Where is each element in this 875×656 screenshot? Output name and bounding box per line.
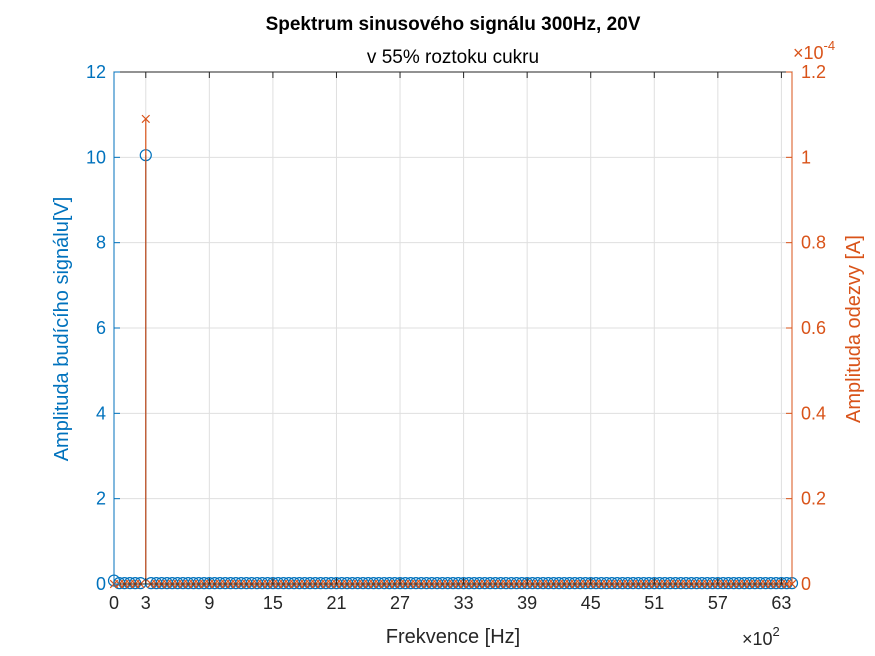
left-y-tick-label: 6 — [96, 318, 106, 338]
chart-subtitle: v 55% roztoku cukru — [367, 47, 539, 68]
right-y-tick-label: 1 — [801, 147, 811, 167]
x-tick-label: 63 — [771, 593, 791, 613]
x-axis-exponent: ×102 — [742, 624, 780, 649]
right-y-tick-label: 0.4 — [801, 403, 826, 423]
x-tick-label: 21 — [326, 593, 346, 613]
left-y-tick-label: 4 — [96, 403, 106, 423]
grid-lines — [114, 72, 792, 584]
x-axis-label: Frekvence [Hz] — [386, 626, 520, 648]
right-y-axis-exponent: ×10-4 — [793, 38, 835, 63]
chart-title: Spektrum sinusového signálu 300Hz, 20V — [266, 14, 641, 35]
left-y-tick-label: 12 — [86, 62, 106, 82]
x-tick-label: 45 — [581, 593, 601, 613]
x-tick-label: 3 — [141, 593, 151, 613]
x-tick-label: 33 — [454, 593, 474, 613]
x-tick-label: 51 — [644, 593, 664, 613]
x-tick-label: 57 — [708, 593, 728, 613]
left-y-tick-label: 0 — [96, 574, 106, 594]
x-tick-label: 39 — [517, 593, 537, 613]
x-tick-label: 9 — [204, 593, 214, 613]
left-y-axis-label: Amplituda budícího signálu[V] — [51, 197, 73, 462]
left-y-axis-ticks: 0 2 4 6 8 10 12 — [86, 62, 120, 594]
right-y-axis-label: Amplituda odezvy [A] — [843, 235, 865, 423]
left-y-tick-label: 2 — [96, 489, 106, 509]
right-y-tick-label: 0 — [801, 574, 811, 594]
right-y-tick-label: 1.2 — [801, 62, 826, 82]
x-tick-label: 0 — [109, 593, 119, 613]
x-tick-label: 15 — [263, 593, 283, 613]
x-axis-ticks: 0 3 9 15 21 27 33 39 45 51 57 63 — [109, 72, 791, 613]
x-tick-label: 27 — [390, 593, 410, 613]
left-y-tick-label: 10 — [86, 147, 106, 167]
left-y-tick-label: 8 — [96, 233, 106, 253]
stem-marker-cross — [141, 114, 151, 124]
right-y-axis-ticks: 0 0.2 0.4 0.6 0.8 1 1.2 — [786, 62, 826, 594]
right-y-tick-label: 0.6 — [801, 318, 826, 338]
right-y-tick-label: 0.2 — [801, 489, 826, 509]
right-y-tick-label: 0.8 — [801, 233, 826, 253]
